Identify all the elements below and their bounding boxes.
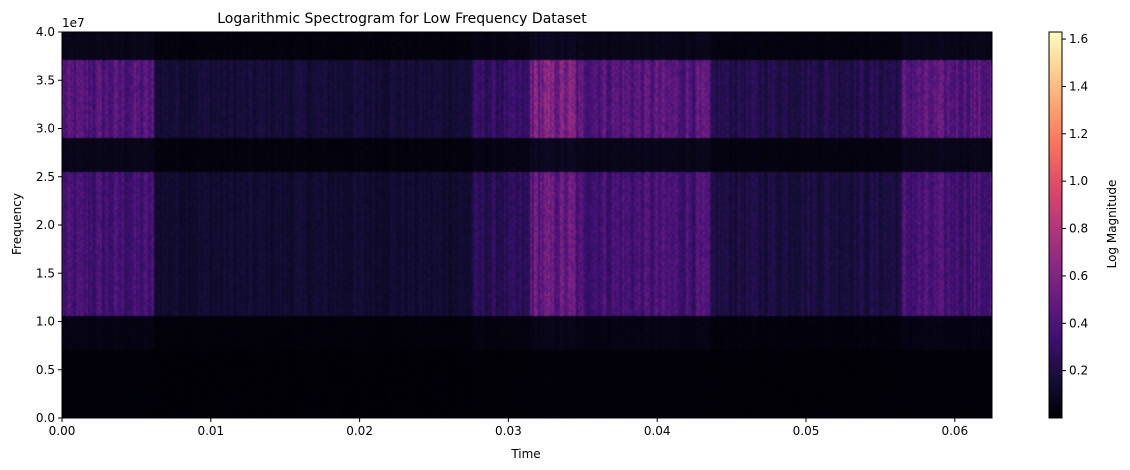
colorbar-tick-label: 0.8 [1069, 222, 1088, 236]
x-tick-label: 0.03 [495, 424, 522, 438]
y-tick-label: 2.0 [36, 218, 55, 232]
colorbar-tick-label: 0.6 [1069, 269, 1088, 283]
spectrogram-heatmap [62, 32, 992, 418]
y-axis: 0.0 0.5 1.0 1.5 2.0 2.5 3.0 3.5 4.0 [36, 25, 62, 425]
y-tick-label: 2.5 [36, 170, 55, 184]
y-tick-label: 3.5 [36, 73, 55, 87]
colorbar-ticks: 0.2 0.4 0.6 0.8 1.0 1.2 1.4 1.6 [1062, 32, 1088, 378]
x-tick-label: 0.04 [644, 424, 671, 438]
colorbar-tick-label: 0.4 [1069, 316, 1088, 330]
y-axis-scale-factor: 1e7 [62, 16, 85, 30]
x-axis-label: Time [510, 447, 540, 461]
y-tick-label: 3.0 [36, 122, 55, 136]
colorbar: 0.2 0.4 0.6 0.8 1.0 1.2 1.4 1.6 [1048, 31, 1088, 419]
y-axis-label: Frequency [10, 193, 24, 255]
colorbar-tick-label: 1.2 [1069, 127, 1088, 141]
colorbar-tick-label: 1.6 [1069, 32, 1088, 46]
x-axis: 0.00 0.01 0.02 0.03 0.04 0.05 0.06 [49, 418, 968, 438]
x-tick-label: 0.00 [49, 424, 76, 438]
x-tick-label: 0.01 [197, 424, 224, 438]
colorbar-gradient [1049, 32, 1062, 418]
x-tick-label: 0.02 [346, 424, 373, 438]
colorbar-label: Log Magnitude [1105, 180, 1119, 269]
colorbar-tick-label: 1.0 [1069, 174, 1088, 188]
y-tick-label: 4.0 [36, 25, 55, 39]
y-tick-label: 0.5 [36, 363, 55, 377]
x-tick-label: 0.06 [941, 424, 968, 438]
x-tick-label: 0.05 [793, 424, 820, 438]
y-tick-label: 0.0 [36, 411, 55, 425]
y-tick-label: 1.0 [36, 315, 55, 329]
colorbar-frame [1048, 31, 1063, 419]
colorbar-tick-label: 0.2 [1069, 364, 1088, 378]
plot-area [61, 31, 993, 419]
colorbar-tick-label: 1.4 [1069, 79, 1088, 93]
chart-title: Logarithmic Spectrogram for Low Frequenc… [217, 11, 587, 27]
y-tick-label: 1.5 [36, 266, 55, 280]
